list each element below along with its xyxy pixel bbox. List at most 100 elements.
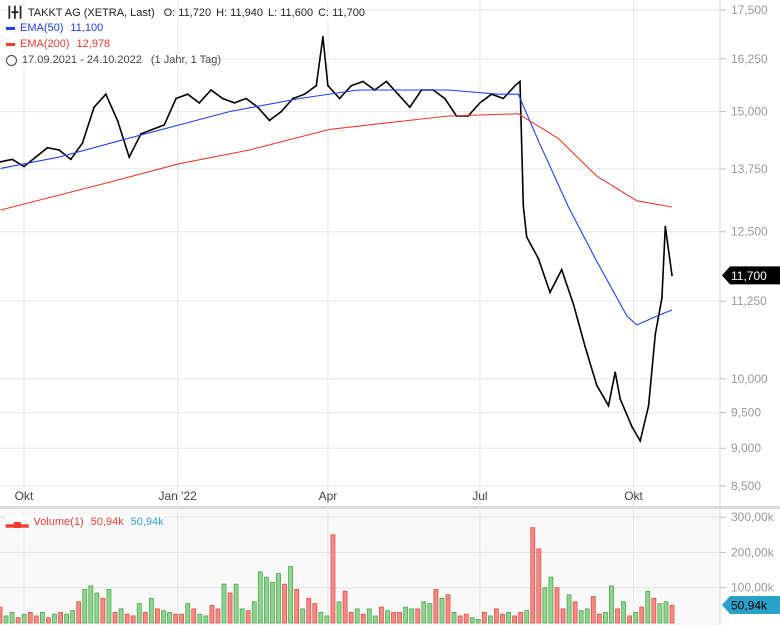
- volume-bar: [566, 594, 572, 624]
- volume-value: 50,94k: [90, 516, 124, 528]
- volume-bar: [663, 601, 669, 624]
- volume-bar: [245, 610, 251, 624]
- volume-bar: [46, 617, 51, 624]
- time-tick-label: Okt: [624, 489, 643, 503]
- ema50-line: [0, 89, 673, 326]
- price-point: [654, 333, 657, 336]
- price-point: [186, 93, 189, 96]
- price-point: [607, 404, 610, 407]
- open-value: O: 11,720: [163, 6, 212, 19]
- volume-bar: [15, 617, 21, 624]
- price-point: [198, 101, 201, 104]
- volume-bar: [366, 608, 372, 624]
- time-tick-label: Apr: [319, 489, 338, 503]
- volume-bar: [155, 608, 160, 624]
- volume-bar: [9, 612, 15, 624]
- volume-bar: [391, 612, 396, 624]
- volume-bar: [142, 612, 148, 624]
- ema200-value: 12,978: [76, 38, 111, 50]
- time-tick-label: Jan '22: [158, 489, 197, 503]
- price-tick-label: 9,500: [731, 406, 761, 420]
- volume-bar: [76, 601, 82, 624]
- price-point: [350, 84, 353, 87]
- volume-bar: [590, 596, 596, 624]
- price-tick-label: 8,500: [731, 479, 761, 493]
- ema200-legend[interactable]: EMA(200) 12,978: [6, 38, 111, 50]
- period: (1 Jahr, 1 Tag): [150, 54, 222, 66]
- price-point: [514, 84, 516, 87]
- volume-bar: [627, 615, 633, 624]
- price-point: [280, 110, 283, 113]
- price-point: [584, 345, 587, 348]
- price-point: [664, 225, 667, 228]
- price-point: [572, 303, 575, 306]
- volume-label: Volume(1): [33, 516, 84, 528]
- last-volume-label: 50,94k: [731, 599, 768, 613]
- volume-bar: [100, 597, 106, 624]
- volume-bar: [463, 613, 469, 624]
- volume-bar: [512, 615, 517, 624]
- clock-icon: [6, 54, 17, 66]
- price-point: [385, 80, 388, 83]
- price-tick-label: 10,000: [731, 372, 768, 386]
- volume-bar: [421, 601, 427, 624]
- ema50-swatch: [6, 26, 15, 30]
- last-price-badge: [722, 266, 780, 285]
- price-point: [502, 97, 505, 100]
- volume-bar: [82, 589, 88, 624]
- volume-bar: [148, 597, 154, 624]
- volume-bar: [584, 608, 590, 624]
- price-point: [519, 80, 521, 83]
- time-tick-label: Okt: [15, 489, 34, 503]
- volume-bar: [39, 612, 45, 624]
- price-point: [268, 119, 271, 122]
- volume-bar: [106, 589, 112, 624]
- volume-bar: [500, 613, 505, 624]
- price-tick-label: 17,500: [731, 3, 768, 17]
- volume-bar: [64, 613, 69, 624]
- price-point: [315, 84, 318, 87]
- volume-bar: [542, 587, 548, 624]
- price-tick-label: 12,500: [731, 225, 768, 239]
- volume-bar: [161, 610, 166, 624]
- price-point: [46, 146, 49, 149]
- volume-bar: [372, 615, 378, 624]
- price-point: [630, 425, 633, 428]
- price-point: [93, 106, 96, 109]
- ema50-legend[interactable]: EMA(50) 11,100: [6, 22, 104, 34]
- volume-bar: [239, 608, 245, 624]
- volume-bar: [603, 612, 608, 624]
- volume-legend: ▂▄▂ Volume(1) 50,94k 50,94k: [6, 516, 164, 528]
- volume-bar: [179, 613, 185, 624]
- price-point: [322, 36, 324, 38]
- volume-bar: [433, 589, 439, 624]
- price-point: [549, 291, 551, 294]
- price-point: [525, 236, 528, 238]
- price-point: [327, 84, 329, 87]
- volume-bar: [209, 604, 215, 624]
- high-value: H: 11,940: [216, 6, 264, 19]
- volume-bar: [494, 608, 499, 624]
- volume-bar: [167, 612, 172, 624]
- volume-tick-label: 100,00k: [731, 581, 775, 595]
- low-value: L: 11,600: [268, 6, 314, 19]
- price-point: [58, 149, 60, 151]
- price-point: [34, 156, 37, 158]
- price-point: [23, 165, 25, 168]
- volume-bar: [633, 612, 639, 624]
- volume-bar: [578, 610, 584, 624]
- price-point: [116, 119, 119, 122]
- volume-bar: [481, 612, 487, 624]
- volume-bar: [439, 597, 445, 624]
- price-point: [104, 93, 107, 96]
- volume-bar: [251, 601, 257, 624]
- volume-bar: [330, 534, 336, 624]
- volume-bar: [451, 612, 457, 624]
- volume-bars-icon: ▂▄▂: [6, 516, 29, 528]
- ema50-label: EMA(50): [20, 22, 64, 34]
- ema50-value: 11,100: [70, 22, 104, 34]
- volume-bar: [530, 527, 536, 624]
- volume-bar: [554, 587, 560, 624]
- volume-bar: [203, 615, 209, 624]
